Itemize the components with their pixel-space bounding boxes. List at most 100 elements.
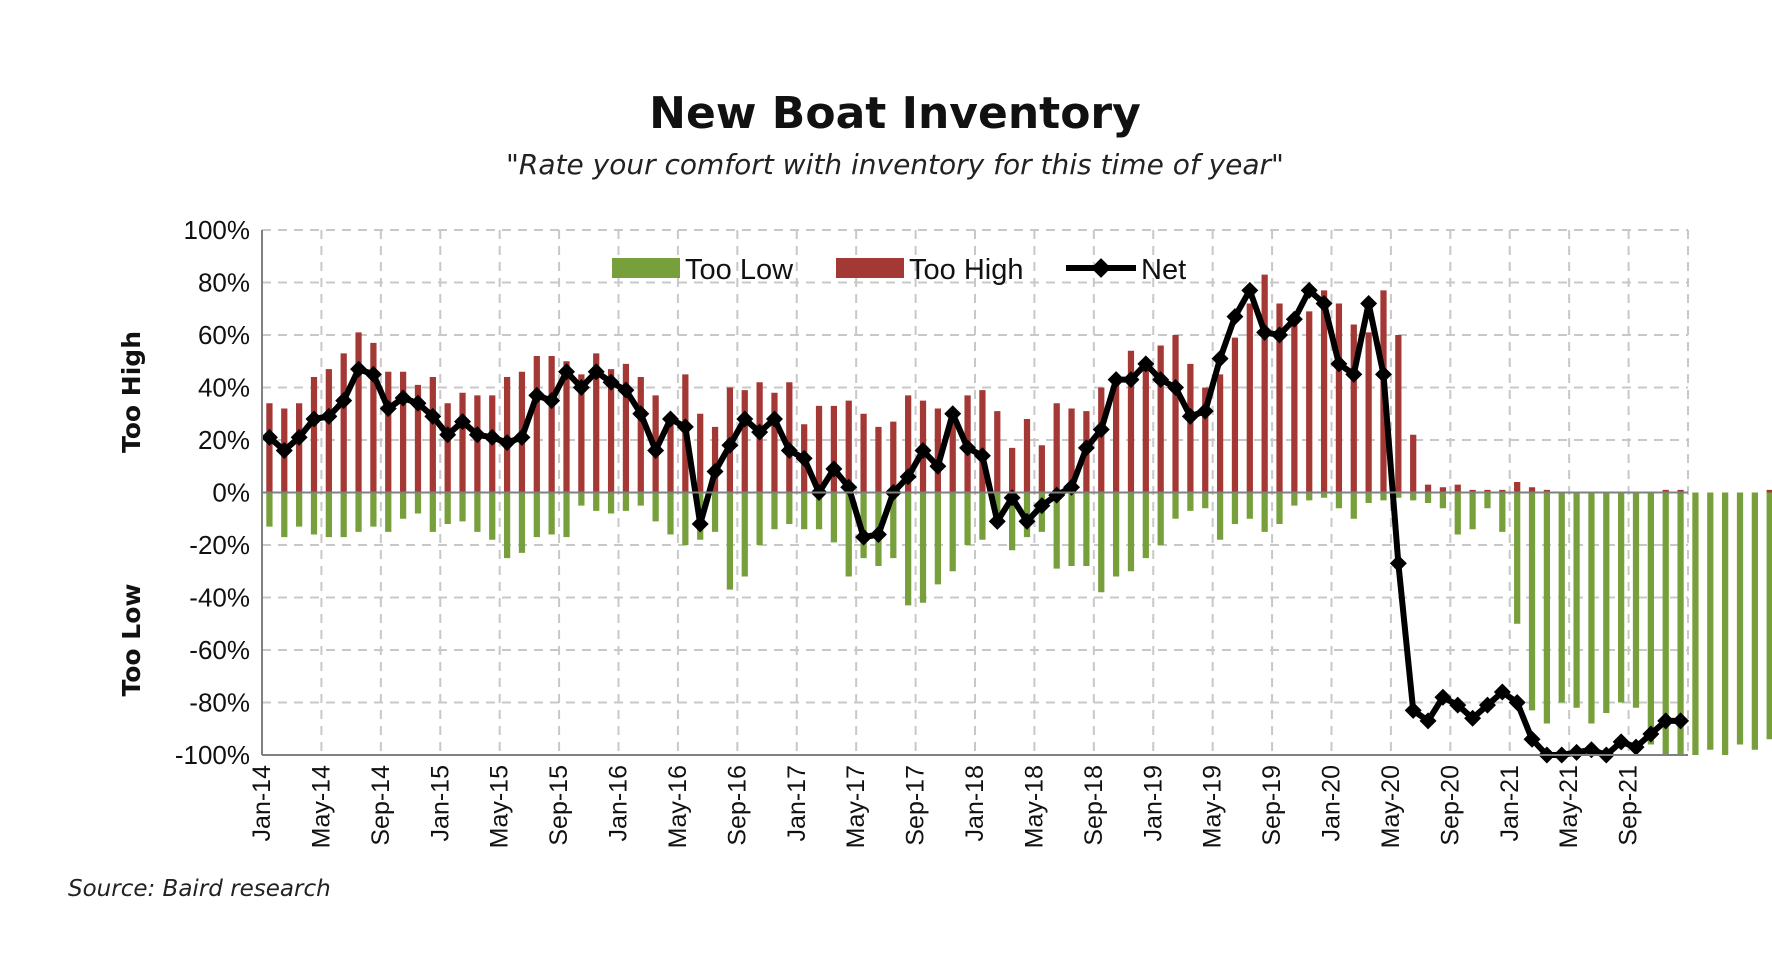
too-high-bar-86 — [1543, 489, 1551, 493]
too-low-bar-80 — [1454, 492, 1461, 535]
x-tick-label-23: Sep-21 — [1615, 765, 1643, 846]
x-tick-label-3: Jan-15 — [426, 765, 454, 841]
too-low-bar-25 — [637, 492, 644, 506]
too-low-bar-87 — [1558, 492, 1565, 703]
net-point-75 — [1375, 365, 1392, 383]
y-tick-label-8: -60% — [189, 635, 250, 665]
net-point-0 — [260, 428, 278, 446]
too-high-bar-85 — [1528, 487, 1536, 493]
too-high-bar-80 — [1454, 484, 1461, 493]
too-low-bar-83 — [1499, 492, 1506, 532]
too-low-bar-92 — [1632, 492, 1640, 708]
net-point-81 — [1464, 709, 1482, 727]
too-high-bar-8 — [385, 371, 392, 493]
too-low-bar-38 — [830, 492, 838, 543]
chart-subtitle: "Rate your comfort with inventory for th… — [506, 148, 1284, 181]
too-low-bar-58 — [1127, 492, 1135, 572]
too-low-bar-75 — [1380, 492, 1387, 501]
net-point-34 — [765, 410, 783, 428]
net-point-43 — [899, 468, 917, 486]
too-high-bar-53 — [1053, 403, 1060, 493]
net-point-3 — [305, 410, 323, 428]
y-label-too-low: Too Low — [117, 584, 146, 697]
net-point-26 — [647, 442, 665, 459]
net-point-48 — [973, 447, 991, 465]
too-high-bar-78 — [1424, 484, 1432, 493]
too-low-bars — [266, 492, 1772, 755]
too-high-bar-9 — [399, 371, 407, 493]
y-tick-label-5: 0% — [212, 478, 250, 508]
too-low-bar-65 — [1231, 492, 1239, 524]
too-low-bar-79 — [1439, 492, 1447, 509]
too-low-bar-2 — [296, 492, 303, 527]
net-point-14 — [468, 426, 486, 444]
too-low-bar-77 — [1410, 492, 1417, 501]
too-low-bar-73 — [1350, 492, 1357, 519]
too-high-bar-7 — [370, 342, 377, 493]
too-low-bar-6 — [355, 492, 362, 532]
too-high-bar-27 — [667, 413, 674, 493]
net-point-57 — [1107, 371, 1125, 389]
net-point-23 — [602, 373, 620, 391]
too-high-bar-95 — [1677, 489, 1684, 493]
too-low-bar-69 — [1291, 492, 1298, 506]
net-point-88 — [1568, 743, 1586, 761]
too-low-bar-89 — [1588, 492, 1595, 724]
too-low-bar-98 — [1722, 492, 1729, 755]
x-tick-label-6: Jan-16 — [605, 765, 633, 841]
too-low-bar-11 — [429, 492, 436, 532]
too-low-bar-53 — [1053, 492, 1060, 569]
source-note: Source: Baird research — [68, 876, 331, 902]
y-tick-label-9: -80% — [189, 688, 250, 718]
too-low-bar-78 — [1424, 492, 1432, 503]
x-tick-label-0: Jan-14 — [248, 765, 276, 842]
net-point-80 — [1449, 696, 1467, 714]
net-point-92 — [1627, 738, 1645, 756]
too-low-bar-64 — [1216, 492, 1224, 540]
chart-title: New Boat Inventory — [649, 88, 1141, 139]
too-high-bar-74 — [1365, 332, 1372, 493]
y-axis-ticks: 100% 80% 60% 40% 20% 0% -20% -40% -60% -80% -100% — [175, 215, 250, 770]
too-high-bar-20 — [563, 361, 570, 493]
too-low-bar-62 — [1187, 492, 1194, 511]
net-point-16 — [498, 434, 516, 452]
legend-marker-net — [1091, 258, 1111, 278]
too-low-bar-61 — [1172, 492, 1179, 519]
too-high-bar-94 — [1662, 489, 1669, 493]
x-tick-label-5: Sep-15 — [545, 765, 573, 846]
x-tick-label-14: Sep-18 — [1080, 765, 1108, 846]
y-tick-label-6: -20% — [189, 530, 250, 560]
too-low-bar-99 — [1736, 492, 1744, 745]
net-point-94 — [1657, 712, 1675, 730]
too-low-bar-4 — [325, 492, 332, 538]
too-low-bar-85 — [1528, 492, 1536, 711]
net-point-6 — [350, 360, 368, 378]
too-high-bar-41 — [875, 426, 882, 493]
net-point-44 — [914, 442, 932, 459]
too-low-bar-60 — [1157, 492, 1164, 545]
too-low-bar-96 — [1692, 492, 1699, 755]
x-tick-label-17: Sep-19 — [1258, 765, 1286, 846]
net-point-27 — [662, 410, 679, 428]
net-point-77 — [1404, 701, 1422, 719]
too-high-bar-82 — [1484, 489, 1491, 493]
too-low-bar-3 — [310, 492, 318, 535]
y-tick-label-3: 40% — [198, 373, 250, 403]
too-high-bar-60 — [1157, 345, 1164, 493]
net-point-83 — [1493, 683, 1511, 701]
too-high-bar-22 — [593, 353, 600, 493]
too-high-bar-3 — [310, 377, 318, 493]
net-point-13 — [454, 413, 472, 431]
net-point-18 — [528, 386, 546, 404]
too-low-bar-45 — [934, 492, 941, 585]
too-high-bar-11 — [429, 377, 436, 493]
too-high-bar-49 — [994, 411, 1001, 493]
too-low-bar-90 — [1603, 492, 1610, 713]
too-low-bar-95 — [1677, 492, 1684, 755]
net-point-63 — [1196, 402, 1214, 420]
too-low-bar-26 — [652, 492, 659, 522]
too-high-bar-72 — [1335, 303, 1343, 493]
too-low-bar-15 — [489, 492, 496, 540]
too-low-bar-59 — [1142, 492, 1149, 559]
